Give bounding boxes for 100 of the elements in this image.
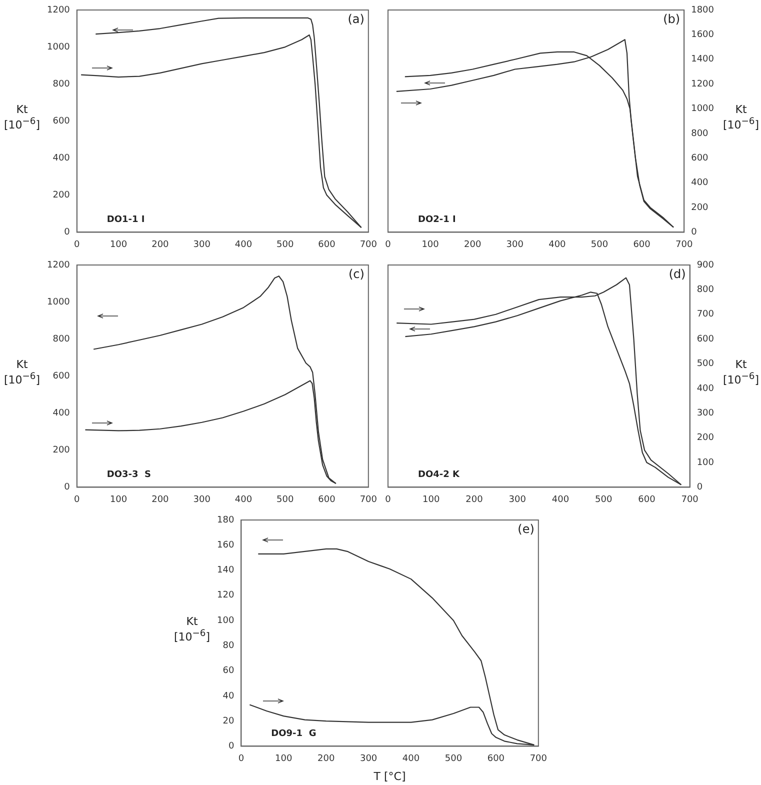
x-tick-label: 100 [110, 240, 128, 250]
y-tick-label: 600 [52, 371, 70, 382]
y-tick-label: 1200 [47, 5, 70, 16]
x-tick-label: 700 [676, 240, 693, 250]
y-tick-label: 1200 [47, 260, 70, 270]
x-tick-label: 400 [234, 240, 252, 250]
y-tick-label: 0 [64, 482, 70, 493]
annotation: (b) [663, 12, 680, 26]
y-tick-label: 100 [216, 616, 234, 626]
x-tick-label: 700 [530, 754, 548, 764]
x-tick-label: 200 [318, 754, 335, 764]
y2-tick-label: 0 [696, 482, 703, 493]
annotation: (a) [348, 12, 364, 26]
x-tick-label: 200 [152, 240, 170, 250]
x-tick-label: 0 [74, 494, 80, 505]
x-tick-label: 600 [318, 240, 336, 250]
x-tick-label: 300 [193, 240, 211, 250]
x-tick-label: 0 [74, 240, 80, 250]
y-tick-label: 120 [216, 590, 234, 601]
x-tick-label: 200 [464, 240, 482, 250]
annotation: (e) [518, 522, 534, 536]
x-tick-label: 400 [552, 494, 570, 505]
y2-tick-label: 700 [696, 310, 714, 320]
y-tick-label: 1000 [47, 297, 70, 308]
x-tick-label: 500 [276, 240, 294, 250]
x-tick-label: 100 [275, 754, 292, 764]
y2-tick-label: 300 [696, 408, 714, 418]
x-tick-label: 300 [508, 494, 526, 505]
y2-tick-label: 200 [696, 433, 714, 444]
x-tick-label: 700 [360, 240, 378, 250]
x-tick-label: 600 [638, 494, 656, 505]
y-tick-label: 200 [52, 190, 70, 201]
y2-tick-label: 600 [696, 334, 714, 344]
y2-tick-label: 100 [696, 458, 714, 468]
y-tick-label: 80 [222, 641, 234, 652]
y-tick-label: 200 [52, 446, 70, 456]
x-tick-label: 0 [238, 754, 244, 764]
y2-axis-title: Kt [10$^{−6}$] [722, 358, 760, 387]
y2-tick-label: 400 [691, 178, 709, 188]
x-tick-label: 300 [506, 240, 524, 250]
x-tick-label: 500 [276, 494, 294, 505]
x-tick-label: 400 [548, 240, 566, 250]
y-tick-label: 20 [222, 716, 234, 726]
x-tick-label: 500 [590, 240, 608, 250]
x-tick-label: 300 [193, 494, 211, 505]
y2-tick-label: 1400 [691, 54, 714, 65]
x-tick-label: 100 [422, 240, 440, 250]
x-tick-label: 200 [152, 494, 170, 505]
y2-tick-label: 1200 [691, 79, 714, 90]
x-tick-label: 100 [422, 494, 440, 505]
x-tick-label: 100 [110, 494, 128, 505]
x-tick-label: 200 [466, 494, 484, 505]
x-tick-label: 600 [633, 240, 651, 250]
x-tick-label: 300 [360, 754, 378, 764]
y-tick-label: 140 [216, 566, 234, 576]
y-tick-label: 1000 [47, 42, 70, 52]
y-tick-label: 160 [216, 540, 234, 550]
x-tick-label: 400 [402, 754, 420, 764]
annotation: DO3-3 S [106, 470, 152, 480]
x-tick-label: 0 [385, 494, 392, 505]
y2-tick-label: 800 [696, 285, 714, 296]
y2-axis-title: Kt [10$^{−6}$] [722, 103, 760, 132]
y-tick-label: 0 [228, 742, 234, 752]
x-tick-label: 500 [594, 494, 612, 505]
y-tick-label: 800 [52, 334, 70, 344]
y2-tick-label: 800 [691, 128, 709, 139]
y2-tick-label: 600 [691, 153, 709, 164]
y2-tick-label: 1600 [691, 30, 714, 40]
x-axis-title: T [°C] [372, 770, 407, 783]
y-tick-label: 400 [52, 153, 70, 164]
y2-tick-label: 1800 [691, 5, 714, 16]
annotation: (d) [668, 267, 686, 282]
y-tick-label: 180 [216, 515, 234, 526]
y2-tick-label: 400 [696, 384, 714, 394]
y-axis-title: Kt [10$^{−6}$] [2, 103, 42, 132]
x-tick-label: 600 [487, 754, 505, 764]
y2-tick-label: 1000 [691, 104, 714, 114]
x-tick-label: 0 [385, 240, 392, 250]
annotation: (c) [348, 267, 364, 282]
y-tick-label: 0 [64, 228, 70, 238]
y2-tick-label: 900 [696, 260, 714, 270]
annotation: DO9-1 G [271, 729, 316, 740]
y-tick-label: 400 [52, 408, 70, 418]
y-tick-label: 800 [52, 79, 70, 90]
y2-tick-label: 0 [691, 228, 698, 238]
annotation: DO2-1 I [418, 215, 456, 226]
y2-tick-label: 200 [691, 202, 709, 213]
x-tick-label: 700 [360, 494, 378, 505]
annotation: DO4-2 K [418, 470, 461, 480]
y-axis-title: Kt [10$^{−6}$] [172, 615, 212, 644]
x-tick-label: 400 [234, 494, 252, 505]
y-tick-label: 40 [222, 691, 234, 702]
x-tick-label: 600 [318, 494, 336, 505]
y2-tick-label: 500 [696, 359, 714, 370]
annotation: DO1-1 I [106, 215, 145, 226]
y-axis-title: Kt [10$^{−6}$] [2, 358, 42, 387]
x-tick-label: 500 [444, 754, 462, 764]
y-tick-label: 60 [222, 666, 234, 676]
y-tick-label: 600 [52, 116, 70, 126]
x-tick-label: 700 [681, 494, 699, 505]
